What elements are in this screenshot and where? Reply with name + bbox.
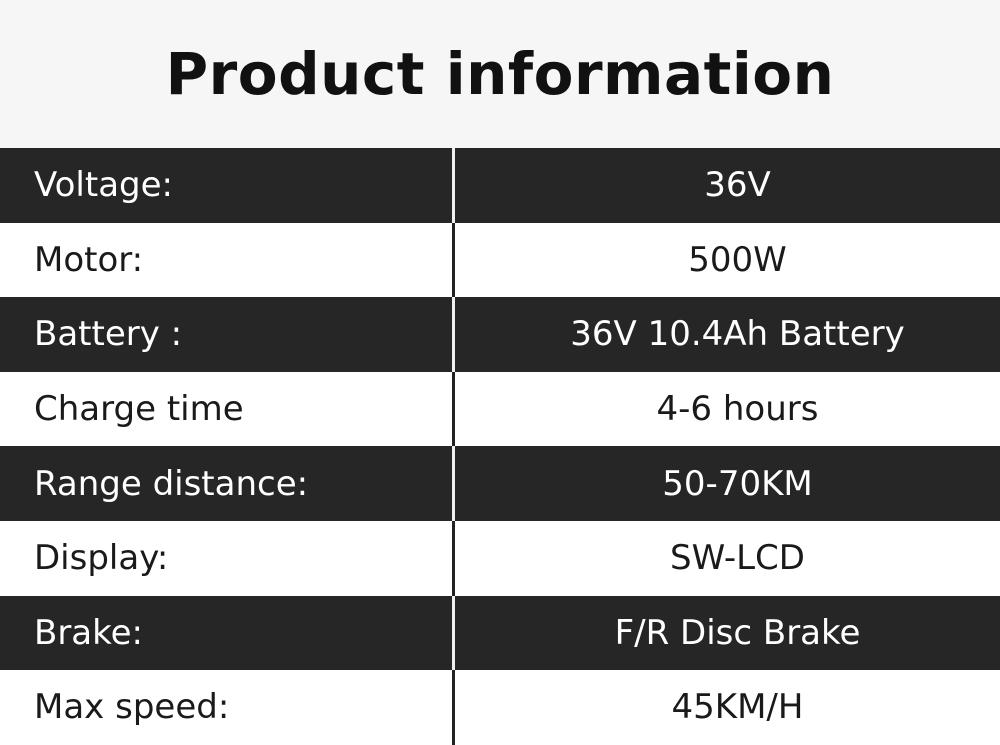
spec-value: 36V (704, 165, 771, 206)
column-divider (452, 520, 455, 596)
column-divider (452, 595, 455, 671)
column-divider (452, 446, 455, 521)
spec-label: Brake: (34, 612, 143, 653)
column-divider (452, 670, 455, 745)
page-title: Product information (165, 40, 835, 108)
column-divider (452, 297, 455, 372)
spec-label: Voltage: (34, 165, 173, 206)
column-divider (452, 371, 455, 447)
spec-value: 36V 10.4Ah Battery (570, 314, 905, 355)
spec-table: Voltage: 36V Motor: 500W Battery : 36V 10.4Ah… (0, 148, 1000, 745)
table-row: Display: SW-LCD (0, 520, 1000, 596)
table-row: Max speed: 45KM/H (0, 670, 1000, 745)
spec-label: Charge time (34, 389, 244, 430)
table-row: Range distance: 50-70KM (0, 446, 1000, 521)
spec-value: 500W (688, 239, 787, 280)
column-divider (452, 222, 455, 298)
spec-value: 50-70KM (662, 463, 813, 504)
table-row: Charge time 4-6 hours (0, 371, 1000, 447)
spec-label: Motor: (34, 239, 144, 280)
spec-label: Battery : (34, 314, 183, 355)
title-banner: Product information (0, 0, 1000, 148)
spec-value: 45KM/H (671, 687, 804, 728)
spec-value: F/R Disc Brake (614, 612, 861, 653)
spec-value: SW-LCD (670, 538, 805, 579)
table-row: Brake: F/R Disc Brake (0, 595, 1000, 671)
table-row: Voltage: 36V (0, 148, 1000, 223)
spec-label: Display: (34, 538, 169, 579)
spec-value: 4-6 hours (656, 389, 819, 430)
table-row: Battery : 36V 10.4Ah Battery (0, 297, 1000, 372)
spec-label: Max speed: (34, 687, 230, 728)
column-divider (452, 148, 455, 223)
spec-label: Range distance: (34, 463, 309, 504)
table-row: Motor: 500W (0, 222, 1000, 298)
